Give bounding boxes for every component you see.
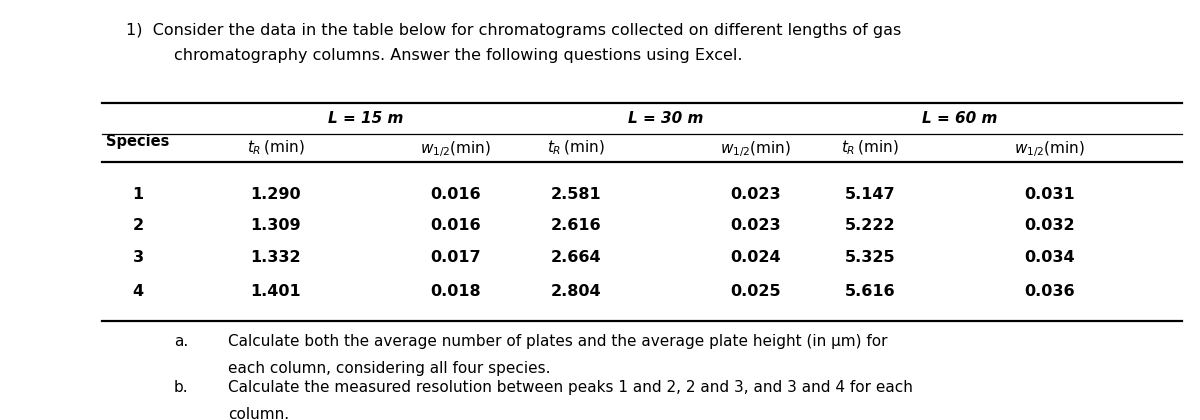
Text: 0.024: 0.024 [731,250,781,265]
Text: 0.031: 0.031 [1025,187,1075,202]
Text: $w_{1/2}\mathsf{(min)}$: $w_{1/2}\mathsf{(min)}$ [420,139,492,159]
Text: 1.401: 1.401 [251,284,301,299]
Text: 0.032: 0.032 [1025,218,1075,234]
Text: 5.147: 5.147 [845,187,895,202]
Text: 0.017: 0.017 [431,250,481,265]
Text: Calculate both the average number of plates and the average plate height (in μm): Calculate both the average number of pla… [228,334,888,349]
Text: 2.581: 2.581 [551,187,601,202]
Text: each column, considering all four species.: each column, considering all four specie… [228,361,551,376]
Text: b.: b. [174,380,188,395]
Text: $t_R\,\mathsf{(min)}$: $t_R\,\mathsf{(min)}$ [247,139,305,157]
Text: column.: column. [228,407,289,420]
Text: 1: 1 [132,187,144,202]
Text: 1.332: 1.332 [251,250,301,265]
Text: 0.036: 0.036 [1025,284,1075,299]
Text: $t_R\,\mathsf{(min)}$: $t_R\,\mathsf{(min)}$ [547,139,605,157]
Text: 2.664: 2.664 [551,250,601,265]
Text: 0.023: 0.023 [731,218,781,234]
Text: 0.023: 0.023 [731,187,781,202]
Text: L = 60 m: L = 60 m [923,111,997,126]
Text: 1.309: 1.309 [251,218,301,234]
Text: 1)  Consider the data in the table below for chromatograms collected on differen: 1) Consider the data in the table below … [126,23,901,38]
Text: chromatography columns. Answer the following questions using Excel.: chromatography columns. Answer the follo… [174,48,743,63]
Text: $w_{1/2}\mathsf{(min)}$: $w_{1/2}\mathsf{(min)}$ [720,139,792,159]
Text: 0.016: 0.016 [431,218,481,234]
Text: Calculate the measured resolution between peaks 1 and 2, 2 and 3, and 3 and 4 fo: Calculate the measured resolution betwee… [228,380,913,395]
Text: 1.290: 1.290 [251,187,301,202]
Text: 5.616: 5.616 [845,284,895,299]
Text: $w_{1/2}\mathsf{(min)}$: $w_{1/2}\mathsf{(min)}$ [1014,139,1086,159]
Text: L = 30 m: L = 30 m [629,111,703,126]
Text: 2: 2 [132,218,144,234]
Text: 4: 4 [132,284,144,299]
Text: 0.025: 0.025 [731,284,781,299]
Text: 2.616: 2.616 [551,218,601,234]
Text: L = 15 m: L = 15 m [329,111,403,126]
Text: Species: Species [107,134,169,150]
Text: 0.018: 0.018 [431,284,481,299]
Text: 0.016: 0.016 [431,187,481,202]
Text: 5.325: 5.325 [845,250,895,265]
Text: 5.222: 5.222 [845,218,895,234]
Text: 0.034: 0.034 [1025,250,1075,265]
Text: 3: 3 [132,250,144,265]
Text: a.: a. [174,334,188,349]
Text: $t_R\,\mathsf{(min)}$: $t_R\,\mathsf{(min)}$ [841,139,899,157]
Text: 2.804: 2.804 [551,284,601,299]
